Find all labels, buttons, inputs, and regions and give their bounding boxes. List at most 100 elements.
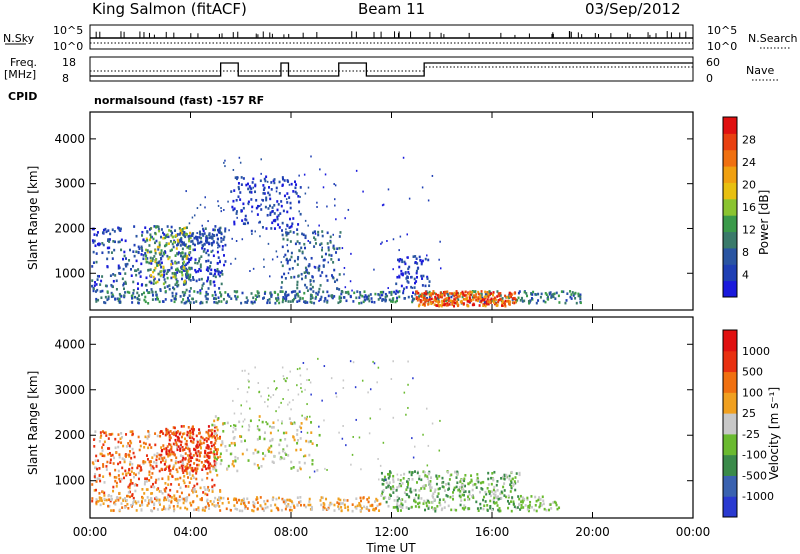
echo-cell xyxy=(195,270,198,274)
echo-cell xyxy=(160,261,163,265)
echo-cell xyxy=(184,446,187,450)
echo-cell xyxy=(453,294,456,298)
echo-cell xyxy=(139,440,142,443)
echo-cell xyxy=(476,473,479,476)
echo-cell xyxy=(100,496,103,500)
echo-cell xyxy=(462,297,465,301)
echo-cell xyxy=(246,182,249,186)
echo-cell xyxy=(161,300,164,303)
echo-cell xyxy=(182,456,185,460)
echo-cell xyxy=(151,257,154,260)
echo-cell xyxy=(112,285,115,289)
echo-cell xyxy=(183,254,186,258)
echo-cell xyxy=(127,506,130,510)
echo-cell xyxy=(235,290,238,294)
echo-cell xyxy=(205,268,208,272)
echo-cell xyxy=(475,298,478,302)
echo-cell xyxy=(176,501,179,505)
echo-cell xyxy=(493,301,496,304)
echo-cell xyxy=(318,425,320,428)
echo-cell xyxy=(205,440,208,443)
echo-cell xyxy=(211,233,214,236)
echo-cell xyxy=(208,266,211,270)
echo-cell xyxy=(212,274,215,278)
echo-cell xyxy=(577,294,580,298)
echo-cell xyxy=(111,453,114,457)
echo-cell xyxy=(119,437,122,441)
echo-cell xyxy=(393,290,396,294)
echo-cell xyxy=(188,473,191,476)
echo-cell xyxy=(506,300,509,303)
echo-cell xyxy=(477,480,480,484)
echo-cell xyxy=(407,281,410,284)
echo-cell xyxy=(487,483,490,486)
echo-cell xyxy=(195,469,198,473)
echo-cell xyxy=(199,269,202,273)
echo-cell xyxy=(219,490,222,493)
echo-cell xyxy=(338,295,341,299)
echo-cell xyxy=(288,183,291,186)
echo-cell xyxy=(175,292,178,296)
echo-cell xyxy=(455,296,458,300)
echo-cell xyxy=(333,503,336,507)
echo-cell xyxy=(254,298,257,301)
colorbar-swatch xyxy=(723,149,737,167)
echo-cell xyxy=(261,507,264,511)
echo-cell xyxy=(112,509,115,512)
echo-cell xyxy=(575,301,578,305)
echo-cell xyxy=(220,443,223,447)
echo-cell xyxy=(278,443,281,447)
echo-cell xyxy=(287,454,290,457)
echo-cell xyxy=(288,401,291,404)
echo-cell xyxy=(244,214,247,218)
echo-cell xyxy=(310,301,313,304)
echo-cell xyxy=(224,229,227,233)
echo-cell xyxy=(285,233,288,237)
echo-cell xyxy=(209,261,212,264)
echo-cell xyxy=(102,243,105,247)
echo-cell xyxy=(471,303,474,307)
nsearch-tick-bottom: 10^0 xyxy=(707,40,737,53)
echo-cell xyxy=(422,433,424,436)
echo-cell xyxy=(185,270,188,273)
echo-cell xyxy=(266,299,269,302)
echo-cell xyxy=(246,507,249,510)
echo-cell xyxy=(318,433,321,437)
colorbar-swatch xyxy=(723,133,737,151)
echo-cell xyxy=(281,290,284,293)
echo-cell xyxy=(396,499,399,502)
echo-cell xyxy=(134,269,137,272)
echo-cell xyxy=(275,388,277,391)
echo-cell xyxy=(535,509,538,513)
echo-cell xyxy=(174,268,177,272)
echo-cell xyxy=(188,251,191,255)
echo-cell xyxy=(296,240,299,243)
echo-cell xyxy=(258,435,261,439)
echo-cell xyxy=(220,207,222,209)
echo-cell xyxy=(362,300,365,304)
echo-cell xyxy=(164,460,167,464)
echo-cell xyxy=(447,504,450,508)
echo-cell xyxy=(276,507,279,510)
echo-cell xyxy=(414,255,417,258)
freq-frame xyxy=(89,56,694,82)
echo-cell xyxy=(117,433,120,436)
echo-cell xyxy=(270,426,273,429)
echo-cell xyxy=(287,388,290,391)
echo-cell xyxy=(306,403,308,406)
echo-cell xyxy=(128,444,131,447)
echo-cell xyxy=(305,286,308,289)
echo-cell xyxy=(266,422,269,426)
echo-cell xyxy=(154,432,157,435)
echo-cell xyxy=(508,477,511,481)
colorbar-tick-label: -1000 xyxy=(742,490,774,503)
echo-cell xyxy=(322,290,325,294)
echo-cell xyxy=(379,296,382,300)
echo-cell xyxy=(432,507,435,511)
echo-cell xyxy=(171,291,174,295)
echo-cell xyxy=(93,284,96,287)
echo-cell xyxy=(109,473,112,477)
echo-cell xyxy=(288,508,291,512)
echo-cell xyxy=(188,222,191,225)
echo-cell xyxy=(173,464,176,467)
